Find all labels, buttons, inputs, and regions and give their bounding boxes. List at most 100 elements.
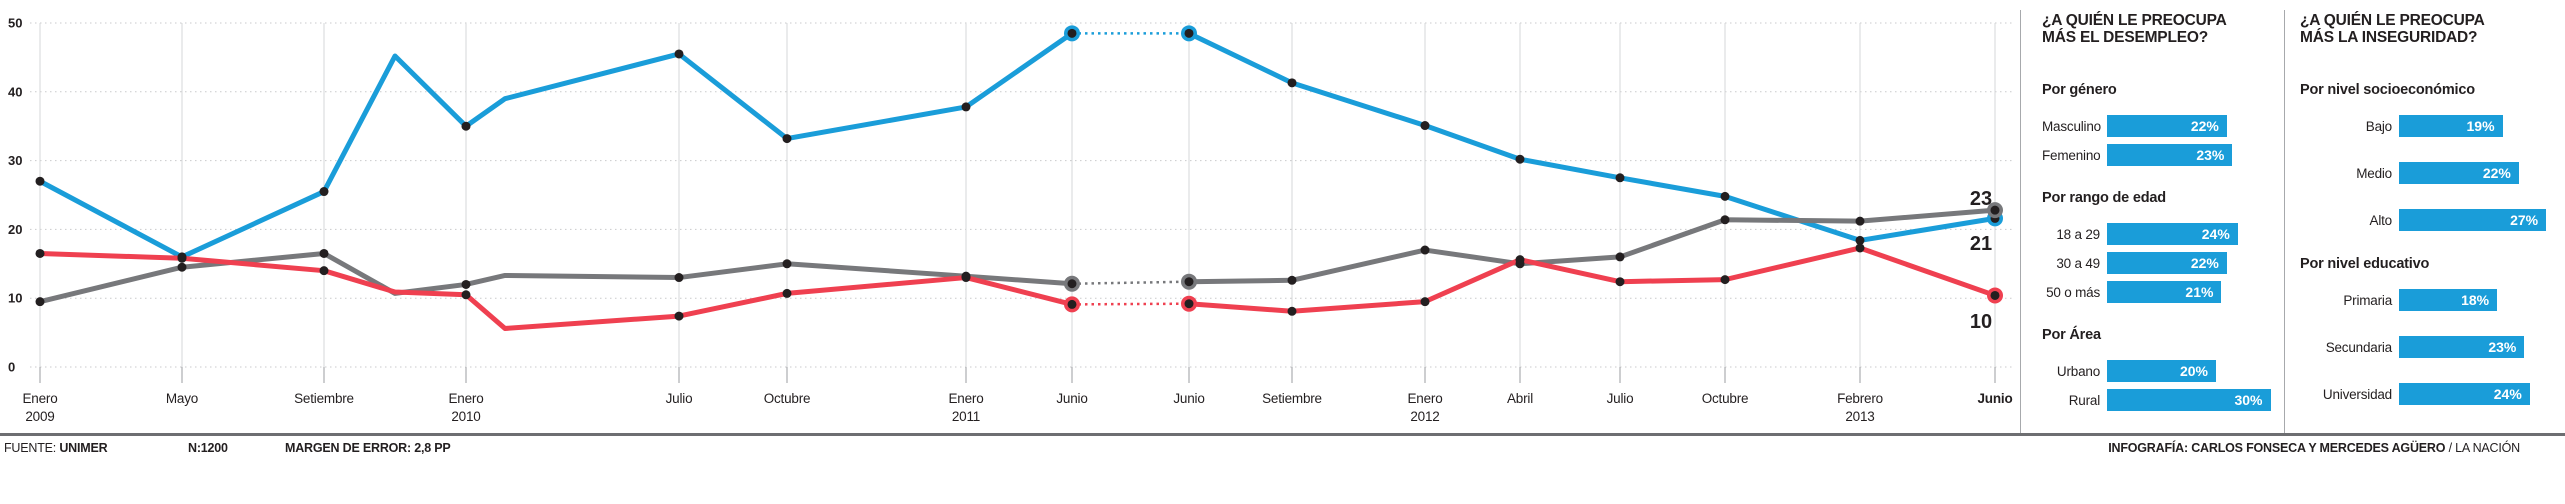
bar: 27% (2399, 209, 2547, 231)
bar-value: 23% (2488, 339, 2517, 355)
bar-label: Masculino (2042, 118, 2101, 134)
y-axis-label: 50 (8, 16, 22, 31)
panel-title-line: ¿A QUIÉN LE PREOCUPA (2300, 12, 2485, 29)
bar-value: 20% (2179, 363, 2208, 379)
x-axis-year: 2012 (1410, 409, 1439, 424)
point-marker (1615, 277, 1625, 287)
margin-of-error: MARGEN DE ERROR: 2,8 PP (285, 441, 451, 455)
x-axis-label: Enero (1407, 391, 1442, 406)
bar-label: 18 a 29 (2056, 226, 2100, 242)
y-axis-label: 40 (8, 84, 22, 99)
bar: 22% (2399, 162, 2519, 184)
point-marker (1184, 277, 1194, 287)
bar-label: Bajo (2365, 118, 2392, 134)
bar-label: Urbano (2056, 363, 2100, 379)
source-value: UNIMER (59, 441, 108, 455)
panel-divider-left (2020, 10, 2021, 434)
bar-row: 30 a 49 22% (2042, 252, 2282, 274)
serie-gris-line (39, 250, 1073, 305)
bar-row: Universidad 24% (2300, 383, 2562, 405)
bar: 24% (2399, 383, 2530, 405)
bar-label: Rural (2068, 392, 2100, 408)
point-marker (319, 266, 329, 276)
point-marker (674, 311, 684, 321)
panel-title: ¿A QUIÉN LE PREOCUPA MÁS EL DESEMPLEO? (2042, 12, 2282, 46)
point-marker (35, 176, 45, 186)
footer: FUENTE: UNIMER N:1200 MARGEN DE ERROR: 2… (0, 441, 2565, 461)
x-axis-label: Mayo (166, 391, 198, 406)
point-marker (1420, 245, 1430, 255)
bar-row: Rural 30% (2042, 389, 2282, 411)
panel-title-line: MÁS EL DESEMPLEO? (2042, 29, 2208, 46)
bar-label: Medio (2356, 165, 2392, 181)
point-marker (177, 262, 187, 272)
point-marker (461, 121, 471, 131)
bar-row: Secundaria 23% (2300, 336, 2562, 358)
bar-value: 30% (2234, 392, 2263, 408)
point-marker (1515, 154, 1525, 164)
serie-roja-line (39, 250, 1073, 331)
series-end-value: 10 (1970, 311, 1992, 333)
bar: 21% (2107, 281, 2222, 303)
panel-title-line: MÁS LA INSEGURIDAD? (2300, 29, 2478, 46)
serie-azul-line (1187, 31, 1996, 243)
bar-value: 23% (2196, 147, 2225, 163)
bar-value: 22% (2190, 118, 2219, 134)
bar-label: Primaria (2343, 292, 2392, 308)
point-marker (1420, 297, 1430, 307)
panel-divider-right (2284, 10, 2285, 434)
point-marker (319, 248, 329, 258)
point-marker (782, 288, 792, 298)
point-marker (1855, 216, 1865, 226)
point-marker (1067, 28, 1077, 38)
bar-row: Alto 27% (2300, 209, 2562, 231)
series-end-value: 21 (1970, 233, 1992, 255)
point-marker (319, 187, 329, 197)
point-marker (1287, 275, 1297, 285)
bar-value: 24% (2201, 226, 2230, 242)
point-marker (1287, 306, 1297, 316)
point-marker (1720, 215, 1730, 225)
section-heading: Por Área (2042, 327, 2101, 343)
point-marker (674, 273, 684, 283)
point-marker (961, 273, 971, 283)
bar-value: 19% (2466, 118, 2495, 134)
bar-row: Masculino 22% (2042, 115, 2282, 137)
point-marker (1515, 255, 1525, 265)
point-marker (782, 134, 792, 144)
sample-size-value: N:1200 (188, 441, 228, 455)
y-axis-label: 20 (8, 222, 22, 237)
x-axis-label: Junio (1056, 391, 1087, 406)
bar-row: 50 o más 21% (2042, 281, 2282, 303)
x-axis-label: Enero (22, 391, 57, 406)
point-marker (35, 248, 45, 258)
x-axis-year: 2009 (25, 409, 54, 424)
bar-label: 30 a 49 (2056, 255, 2100, 271)
point-marker (177, 253, 187, 263)
point-marker (1855, 235, 1865, 245)
bar-label: Femenino (2042, 147, 2101, 163)
bar-row: Primaria 18% (2300, 289, 2562, 311)
x-axis-label: Julio (666, 391, 693, 406)
source-label: FUENTE: (4, 441, 57, 455)
bar-label: Alto (2369, 212, 2393, 228)
bar-value: 27% (2510, 212, 2539, 228)
credit-authors: INFOGRAFÍA: CARLOS FONSECA Y MERCEDES AG… (2108, 441, 2446, 455)
point-marker (35, 297, 45, 307)
y-axis-label: 10 (8, 291, 22, 306)
margin-of-error-value: MARGEN DE ERROR: 2,8 PP (285, 441, 451, 455)
panel-title: ¿A QUIÉN LE PREOCUPA MÁS LA INSEGURIDAD? (2300, 12, 2562, 46)
point-marker (1720, 275, 1730, 285)
x-axis-label: Febrero (1837, 391, 1883, 406)
bar: 20% (2107, 360, 2216, 382)
point-marker (1184, 28, 1194, 38)
y-axis-label: 30 (8, 153, 22, 168)
point-marker (461, 279, 471, 289)
x-axis-year: 2010 (451, 409, 480, 424)
section-heading: Por género (2042, 82, 2117, 98)
bar-value: 21% (2185, 284, 2214, 300)
bar-value: 18% (2461, 292, 2490, 308)
section-heading: Por nivel educativo (2300, 256, 2430, 272)
